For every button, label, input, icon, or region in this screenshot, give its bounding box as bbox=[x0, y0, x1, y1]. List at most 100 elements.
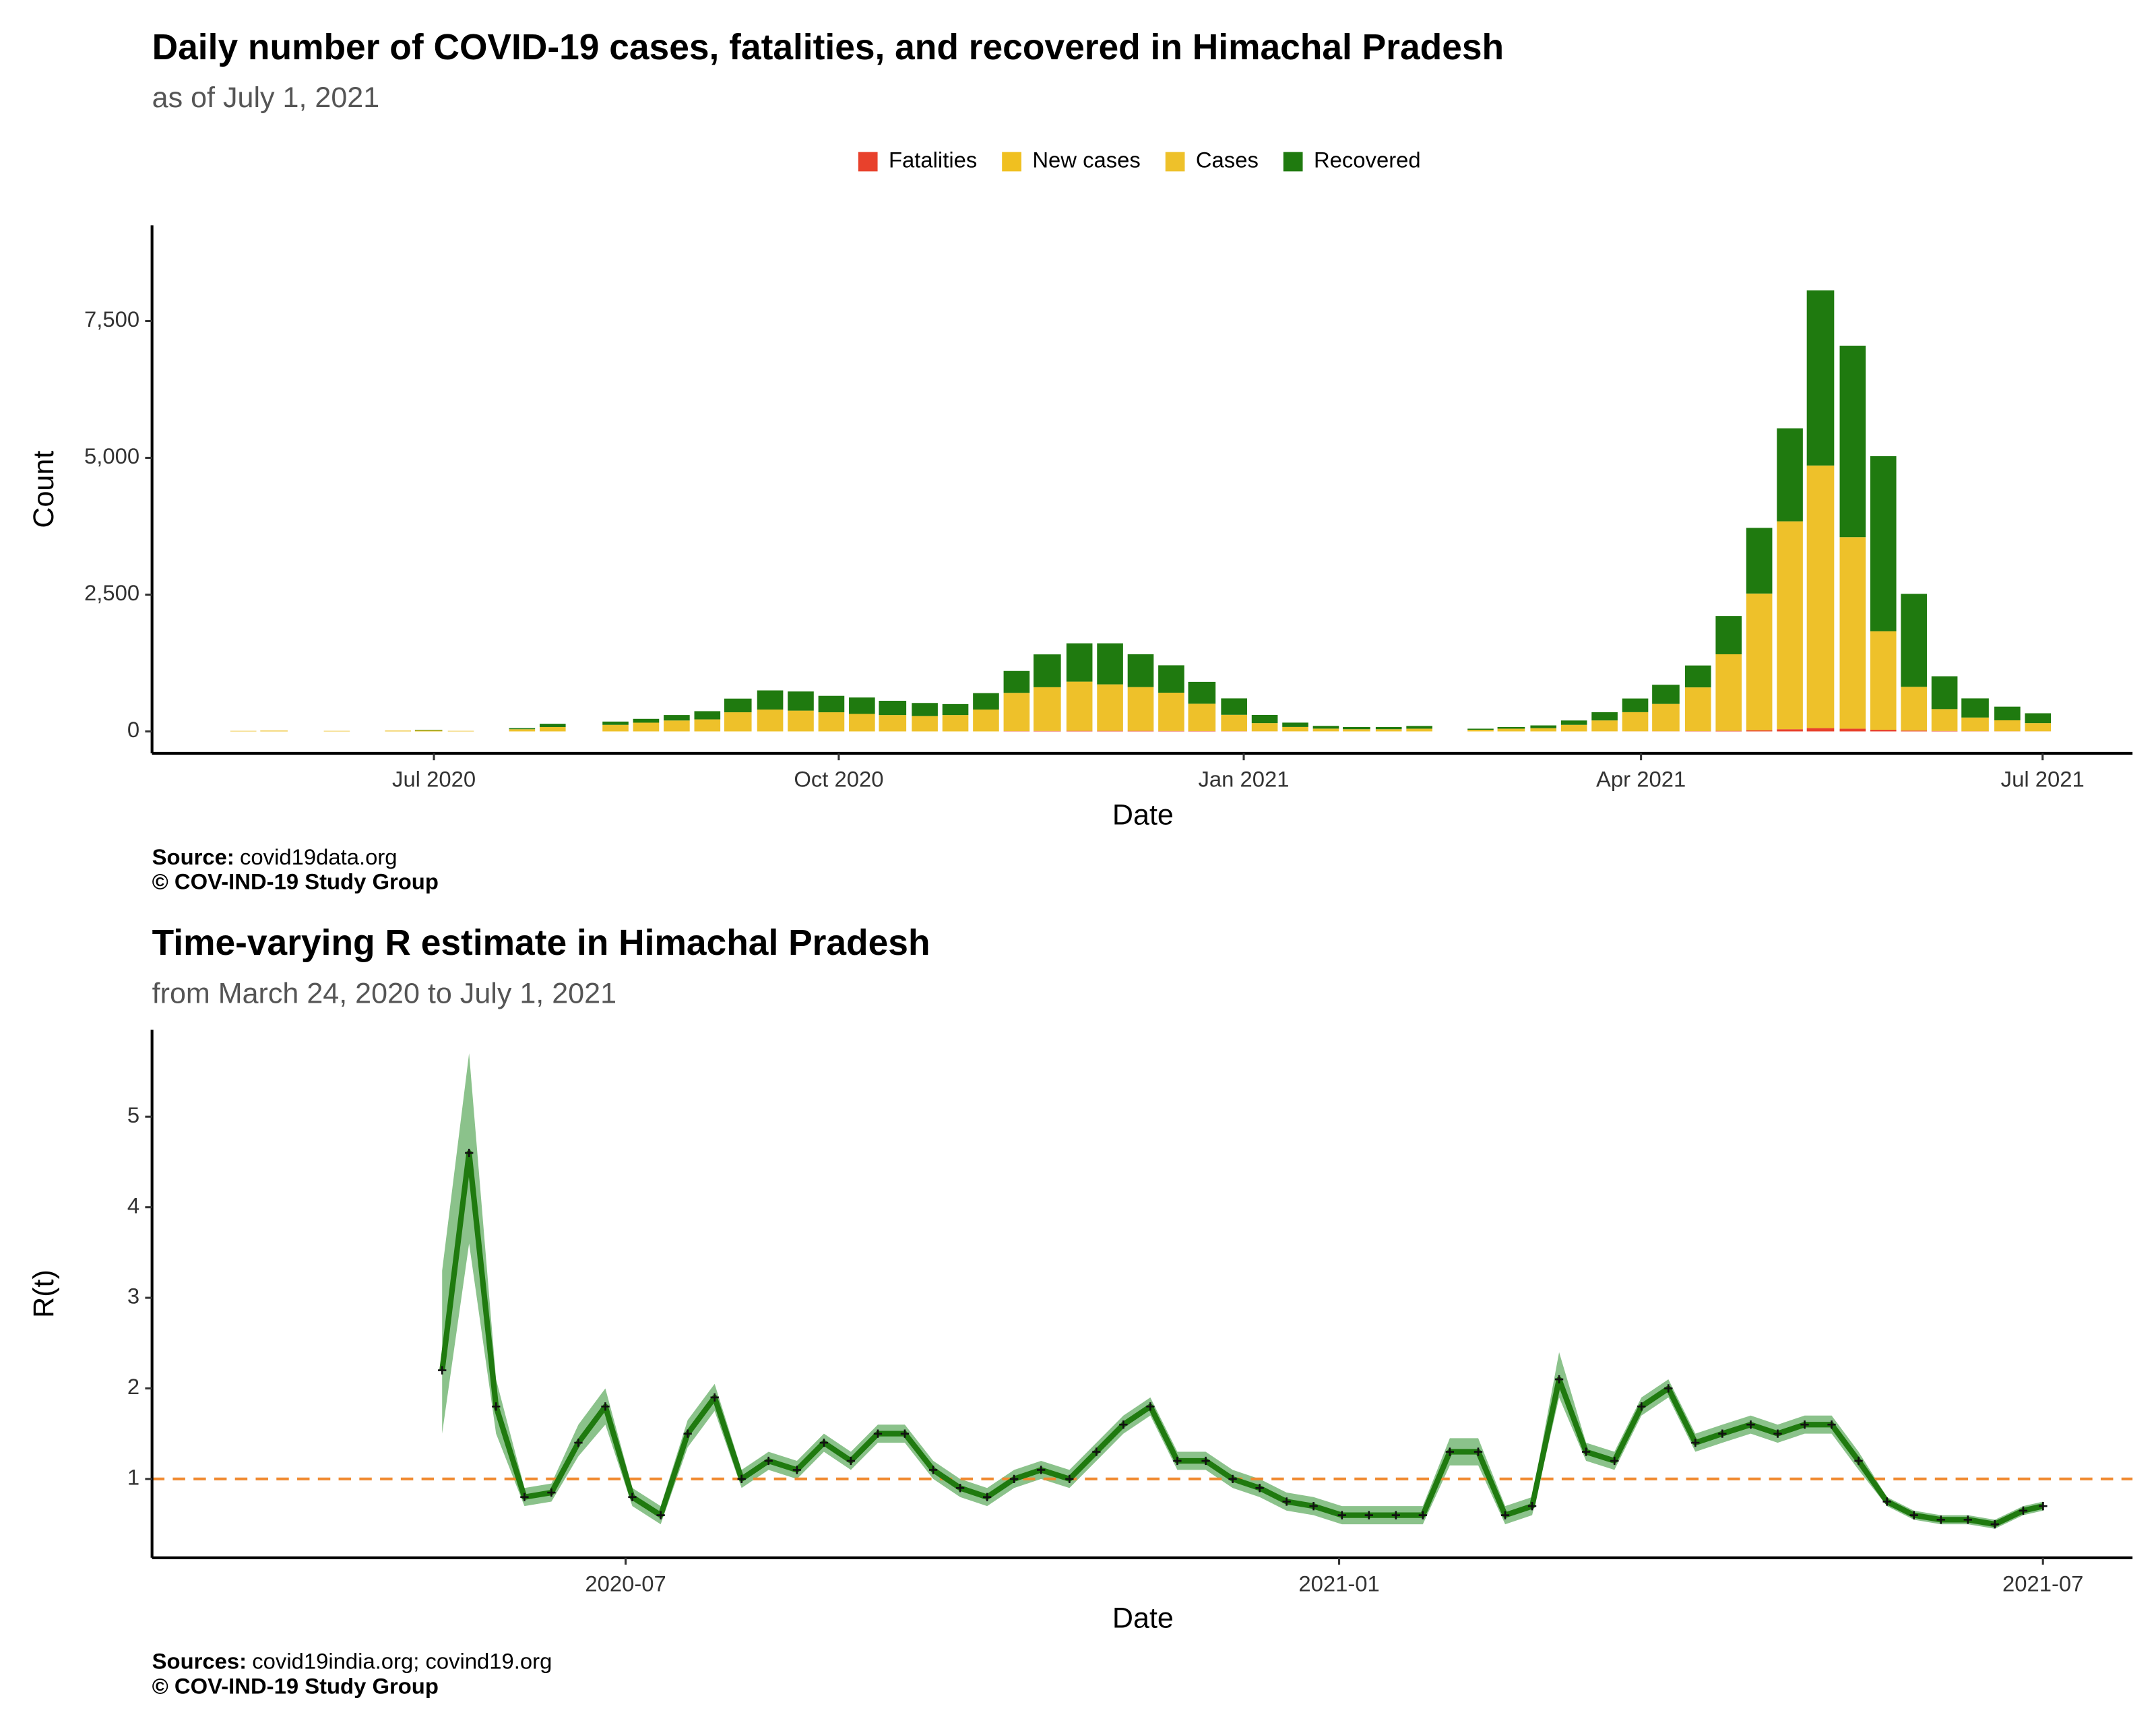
bar-segment bbox=[1158, 692, 1184, 731]
chart-title: Time-varying R estimate in Himachal Prad… bbox=[152, 923, 930, 963]
point-marker bbox=[683, 1429, 692, 1438]
bar-segment bbox=[664, 715, 690, 721]
source-label: Sources: bbox=[152, 1648, 247, 1673]
point-marker bbox=[955, 1484, 965, 1493]
legend-label: Cases bbox=[1196, 148, 1259, 172]
bar-segment bbox=[1497, 726, 1525, 729]
point-marker bbox=[900, 1429, 910, 1438]
point-marker bbox=[1146, 1402, 1155, 1411]
point-marker bbox=[1173, 1456, 1182, 1466]
bar-segment bbox=[1221, 698, 1247, 715]
bar-segment bbox=[1931, 676, 1958, 710]
point-marker bbox=[1827, 1420, 1836, 1429]
bar-segment bbox=[1806, 290, 1835, 466]
point-marker bbox=[1037, 1466, 1046, 1474]
plot-area bbox=[230, 290, 2052, 732]
point-marker bbox=[982, 1493, 992, 1501]
bar-segment bbox=[1530, 725, 1557, 728]
bar-segment bbox=[1221, 714, 1247, 732]
bar-segment bbox=[509, 729, 536, 732]
bar-segment bbox=[414, 730, 443, 732]
bar-segment bbox=[724, 698, 752, 713]
chart-title: Daily number of COVID-19 cases, fataliti… bbox=[152, 28, 1504, 67]
bar-segment bbox=[1097, 643, 1123, 685]
bar-segment bbox=[539, 724, 566, 727]
bar-segment bbox=[323, 730, 350, 732]
point-marker bbox=[710, 1393, 719, 1402]
point-marker bbox=[1746, 1420, 1755, 1429]
point-marker bbox=[764, 1456, 773, 1466]
r-line bbox=[439, 1150, 2044, 1528]
legend-label: Fatalities bbox=[889, 148, 977, 172]
bar-segment bbox=[1715, 654, 1742, 731]
legend-label: Recovered bbox=[1314, 148, 1421, 172]
point-marker bbox=[1418, 1511, 1428, 1519]
bar-segment bbox=[757, 709, 784, 732]
point-marker bbox=[1664, 1384, 1673, 1393]
point-marker bbox=[1854, 1456, 1863, 1466]
bar-segment bbox=[724, 712, 752, 732]
point-marker bbox=[520, 1493, 529, 1501]
point-marker bbox=[1065, 1474, 1074, 1484]
bar-segment bbox=[1251, 723, 1278, 732]
bar-segment bbox=[1158, 730, 1184, 732]
legend-label: New cases bbox=[1032, 148, 1140, 172]
bar-segment bbox=[1777, 428, 1803, 522]
point-marker bbox=[1527, 1502, 1537, 1511]
point-marker bbox=[2019, 1506, 2028, 1515]
x-tick-label: 2021-01 bbox=[1298, 1571, 1379, 1596]
bar-segment bbox=[1066, 681, 1093, 731]
y-tick-label: 7,500 bbox=[84, 307, 139, 332]
bar-segment bbox=[664, 720, 690, 732]
x-tick-label: Jul 2021 bbox=[2001, 767, 2085, 792]
point-marker bbox=[1255, 1484, 1264, 1493]
bar-segment bbox=[1375, 729, 1402, 732]
point-marker bbox=[1445, 1447, 1455, 1456]
bar-segment bbox=[757, 690, 784, 710]
bar-segment bbox=[1497, 728, 1525, 732]
bar-segment bbox=[1375, 726, 1402, 730]
bar-segment bbox=[1066, 643, 1093, 682]
point-marker bbox=[492, 1402, 501, 1411]
bar-segment bbox=[1961, 698, 1989, 718]
point-marker bbox=[1554, 1375, 1564, 1384]
bar-segment bbox=[973, 709, 999, 732]
bar-segment bbox=[1312, 728, 1339, 732]
bar-segment bbox=[1746, 593, 1773, 730]
bar-segment bbox=[1282, 722, 1308, 727]
bar-segment bbox=[1652, 685, 1680, 704]
bar-segment bbox=[1251, 714, 1278, 724]
point-marker bbox=[1637, 1402, 1646, 1411]
bar-segment bbox=[1188, 703, 1216, 731]
bar-segment bbox=[385, 730, 412, 732]
point-marker bbox=[1282, 1497, 1291, 1506]
x-axis-label: Date bbox=[1112, 1602, 1174, 1634]
point-marker bbox=[601, 1402, 610, 1411]
bar-segment bbox=[1560, 724, 1587, 732]
bar-segment bbox=[1066, 730, 1093, 732]
bar-segment bbox=[1994, 720, 2021, 732]
bar-segment bbox=[694, 719, 721, 732]
y-tick-label: 4 bbox=[127, 1193, 139, 1218]
point-marker bbox=[1473, 1447, 1483, 1456]
point-marker bbox=[928, 1466, 938, 1474]
point-marker bbox=[1718, 1429, 1727, 1438]
bar-segment bbox=[1312, 726, 1339, 729]
bar-segment bbox=[1158, 665, 1184, 693]
plot-area bbox=[152, 1053, 2133, 1529]
bar-segment bbox=[260, 730, 288, 732]
x-tick-label: Oct 2020 bbox=[794, 767, 883, 792]
bar-segment bbox=[1097, 730, 1123, 732]
source: covid19india.org; covind19.org bbox=[252, 1648, 552, 1673]
y-tick-label: 2 bbox=[127, 1374, 139, 1399]
point-marker bbox=[1010, 1474, 1019, 1484]
bar-segment bbox=[818, 695, 845, 713]
bar-segment bbox=[788, 710, 814, 732]
point-marker bbox=[2039, 1502, 2048, 1511]
y-tick-label: 3 bbox=[127, 1284, 139, 1309]
bar-segment bbox=[1467, 728, 1494, 730]
legend-swatch bbox=[1283, 152, 1303, 172]
caption-source: Source: covid19data.org bbox=[152, 844, 398, 869]
point-marker bbox=[1800, 1420, 1809, 1429]
bar-segment bbox=[1931, 709, 1958, 731]
